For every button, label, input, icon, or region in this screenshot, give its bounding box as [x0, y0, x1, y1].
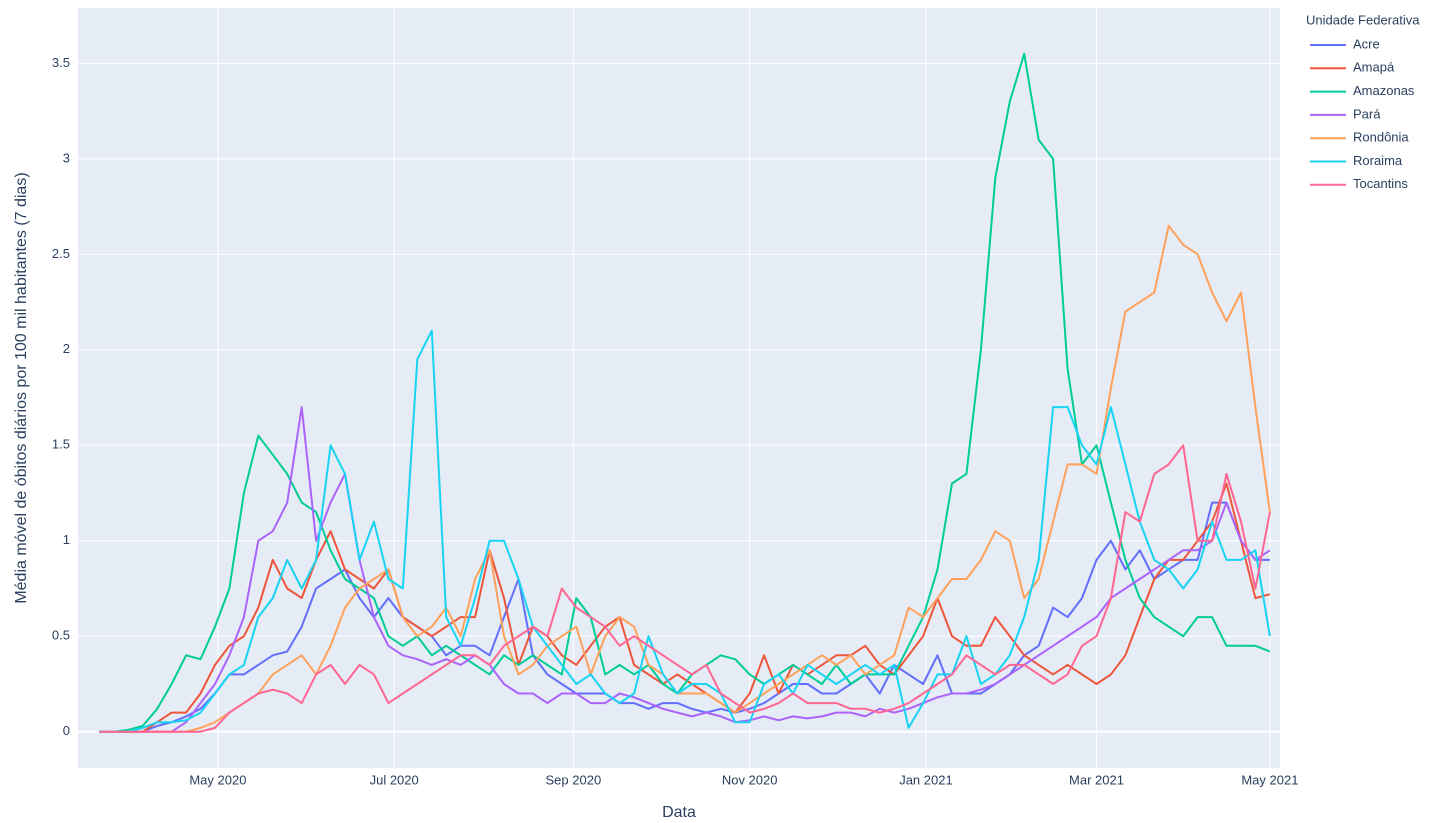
y-tick-label: 1.5 — [52, 437, 70, 452]
y-axis-title: Média móvel de óbitos diários por 100 mi… — [13, 172, 30, 603]
series-line — [99, 482, 1271, 733]
y-tick-label: 3.5 — [52, 55, 70, 70]
x-tick-label: May 2021 — [1241, 772, 1298, 787]
y-tick-label: 2.5 — [52, 246, 70, 261]
y-tick-label: 2 — [63, 341, 70, 356]
series-line — [99, 329, 1271, 733]
legend-label: Pará — [1353, 106, 1381, 121]
x-tick-label: Jan 2021 — [899, 772, 953, 787]
x-axis-title: Data — [662, 804, 696, 821]
series-line — [99, 501, 1270, 733]
y-tick-label: 0 — [63, 723, 70, 738]
plot-area — [78, 8, 1280, 768]
legend-label: Amapá — [1353, 60, 1395, 75]
y-tick-label: 1 — [63, 532, 70, 547]
series-line — [99, 444, 1271, 733]
x-tick-label: Jul 2020 — [370, 772, 419, 787]
x-tick-label: Sep 2020 — [546, 772, 602, 787]
legend-label: Roraima — [1353, 153, 1403, 168]
series-line — [99, 224, 1271, 733]
x-tick-label: Mar 2021 — [1069, 772, 1124, 787]
legend-label: Tocantins — [1353, 176, 1408, 191]
legend-title: Unidade Federativa — [1306, 12, 1420, 27]
y-tick-label: 3 — [63, 150, 70, 165]
legend-label: Amazonas — [1353, 83, 1415, 98]
legend-label: Rondônia — [1353, 130, 1409, 145]
x-tick-label: Nov 2020 — [722, 772, 778, 787]
x-tick-label: May 2020 — [189, 772, 246, 787]
series-line — [99, 406, 1271, 733]
legend-label: Acre — [1353, 36, 1380, 51]
y-tick-label: 0.5 — [52, 628, 70, 643]
series-line — [99, 52, 1271, 733]
